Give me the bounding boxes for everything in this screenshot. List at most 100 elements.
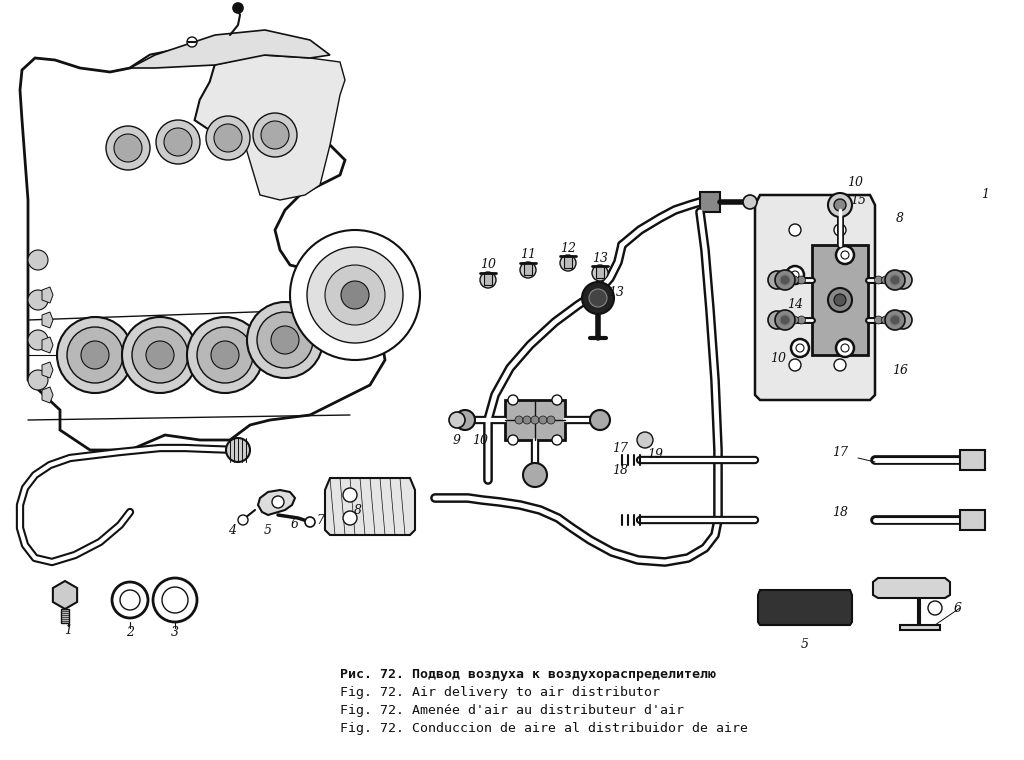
Circle shape	[828, 193, 852, 217]
Circle shape	[187, 317, 263, 393]
Circle shape	[325, 265, 385, 325]
Text: 1: 1	[981, 188, 989, 201]
Polygon shape	[812, 245, 868, 355]
Polygon shape	[873, 578, 950, 630]
Polygon shape	[961, 510, 985, 530]
Text: 10: 10	[472, 433, 488, 447]
Text: 17: 17	[612, 442, 628, 454]
Text: 15: 15	[850, 194, 866, 207]
Circle shape	[197, 327, 253, 383]
Circle shape	[889, 316, 896, 324]
Circle shape	[590, 410, 610, 430]
Circle shape	[67, 327, 123, 383]
Circle shape	[515, 416, 523, 424]
Circle shape	[834, 359, 846, 371]
Text: 17: 17	[831, 445, 848, 458]
Circle shape	[305, 517, 315, 527]
Text: 13: 13	[608, 287, 624, 299]
Text: 6: 6	[954, 601, 962, 615]
Circle shape	[780, 275, 790, 285]
Text: 11: 11	[520, 249, 536, 261]
Circle shape	[120, 590, 140, 610]
Circle shape	[834, 199, 846, 211]
Circle shape	[882, 276, 890, 284]
Text: Рис. 72. Подвод воздуха к воздухораспределителю: Рис. 72. Подвод воздуха к воздухораспред…	[340, 668, 716, 681]
Circle shape	[560, 255, 575, 271]
Circle shape	[28, 290, 48, 310]
Circle shape	[206, 116, 250, 160]
Circle shape	[247, 302, 323, 378]
Polygon shape	[564, 256, 572, 268]
Circle shape	[874, 316, 883, 324]
Polygon shape	[42, 287, 53, 303]
Circle shape	[552, 435, 562, 445]
Polygon shape	[755, 195, 874, 400]
Circle shape	[885, 270, 905, 290]
Polygon shape	[42, 362, 53, 378]
Circle shape	[28, 330, 48, 350]
Circle shape	[508, 395, 518, 405]
Circle shape	[786, 266, 804, 284]
Polygon shape	[42, 387, 53, 403]
Circle shape	[834, 224, 846, 236]
Text: 3: 3	[171, 625, 179, 638]
Text: 19: 19	[647, 448, 663, 461]
Polygon shape	[130, 30, 330, 68]
Circle shape	[523, 416, 531, 424]
Circle shape	[894, 271, 912, 289]
Circle shape	[589, 289, 607, 307]
Circle shape	[226, 438, 250, 462]
Circle shape	[775, 270, 795, 290]
Circle shape	[162, 587, 188, 613]
Circle shape	[211, 341, 239, 369]
Circle shape	[790, 224, 801, 236]
Circle shape	[187, 37, 197, 47]
Polygon shape	[42, 312, 53, 328]
Polygon shape	[20, 50, 385, 450]
Polygon shape	[596, 266, 604, 278]
Circle shape	[307, 247, 403, 343]
Text: 10: 10	[480, 258, 496, 271]
Circle shape	[928, 601, 942, 615]
Circle shape	[798, 276, 806, 284]
Circle shape	[28, 370, 48, 390]
Circle shape	[768, 271, 786, 289]
Circle shape	[796, 344, 804, 352]
Text: 18: 18	[612, 464, 628, 477]
Circle shape	[253, 113, 297, 157]
Polygon shape	[61, 609, 69, 623]
Circle shape	[523, 463, 547, 487]
Circle shape	[780, 315, 790, 325]
Circle shape	[508, 435, 518, 445]
Circle shape	[455, 410, 475, 430]
Circle shape	[132, 327, 188, 383]
Circle shape	[114, 134, 142, 162]
Circle shape	[874, 276, 883, 284]
Polygon shape	[130, 50, 345, 200]
Circle shape	[531, 416, 539, 424]
Circle shape	[791, 339, 809, 357]
Circle shape	[57, 317, 133, 393]
Circle shape	[214, 124, 242, 152]
Polygon shape	[505, 400, 565, 440]
Polygon shape	[42, 337, 53, 353]
Circle shape	[637, 432, 653, 448]
Text: 12: 12	[560, 242, 575, 255]
Circle shape	[836, 339, 854, 357]
Polygon shape	[53, 581, 77, 609]
Circle shape	[791, 271, 799, 279]
Text: 16: 16	[892, 363, 908, 376]
Circle shape	[238, 515, 248, 525]
Circle shape	[775, 310, 795, 330]
Polygon shape	[484, 273, 492, 285]
Circle shape	[783, 316, 792, 324]
Circle shape	[882, 316, 890, 324]
Polygon shape	[325, 478, 415, 535]
Circle shape	[894, 311, 912, 329]
Circle shape	[520, 262, 536, 278]
Circle shape	[890, 275, 900, 285]
Circle shape	[271, 326, 299, 354]
Text: 14: 14	[787, 299, 803, 312]
Circle shape	[743, 195, 757, 209]
Circle shape	[539, 416, 547, 424]
